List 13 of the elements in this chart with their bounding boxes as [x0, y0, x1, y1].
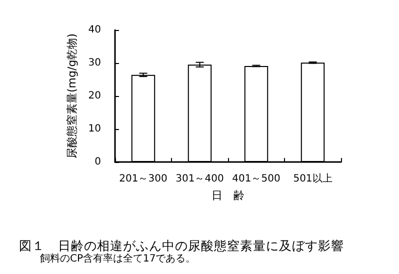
- x-tick-label: 201～300: [119, 174, 168, 184]
- text: 飼料のCP含有率は全て17である。: [40, 252, 196, 264]
- text: 図１ 日齢の相違がふん中の尿酸態窒素量に及ぼす影響: [19, 238, 344, 253]
- x-axis-title: 日 齢: [212, 189, 244, 202]
- x-tick-label: 401～500: [232, 174, 280, 184]
- y-tick-label: 40: [88, 24, 101, 36]
- y-tick-label: 30: [88, 58, 101, 68]
- y-tick-label: 10: [88, 124, 101, 134]
- y-tick-label: 0: [94, 156, 101, 168]
- y-axis-title: 尿酸態窒素量(mg/g乾物): [65, 34, 78, 158]
- x-tick-label: 501以上: [293, 172, 332, 184]
- y-tick-label: 20: [88, 90, 101, 102]
- x-tick-label: 301～400: [176, 174, 224, 184]
